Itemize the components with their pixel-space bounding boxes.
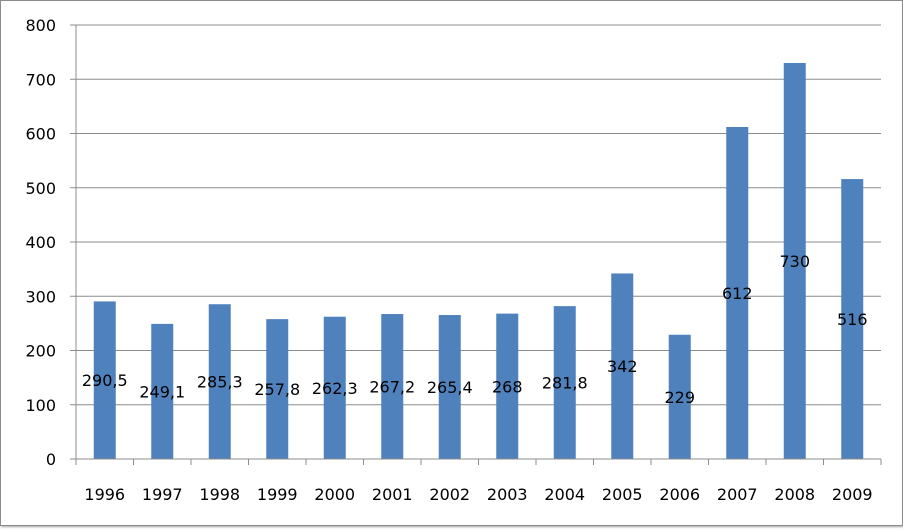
bar[interactable]	[266, 319, 289, 459]
bar[interactable]	[611, 273, 634, 459]
x-tick-label: 2008	[774, 485, 815, 504]
bar[interactable]	[668, 334, 691, 459]
bar[interactable]	[841, 179, 864, 459]
data-label: 249,1	[139, 382, 185, 401]
x-tick-label: 2004	[544, 485, 585, 504]
y-tick-label: 200	[25, 342, 56, 361]
bar[interactable]	[783, 62, 806, 459]
data-label: 285,3	[197, 373, 243, 392]
y-tick-label: 300	[25, 287, 56, 306]
data-label: 229	[664, 388, 695, 407]
bar[interactable]	[151, 323, 174, 459]
y-tick-label: 700	[25, 70, 56, 89]
y-tick-label: 800	[25, 16, 56, 35]
data-label: 281,8	[542, 374, 588, 393]
x-tick-label: 2001	[372, 485, 413, 504]
x-tick-label: 1997	[142, 485, 183, 504]
bar[interactable]	[323, 316, 346, 459]
x-tick-label: 2000	[314, 485, 355, 504]
y-tick-label: 600	[25, 125, 56, 144]
data-label: 257,8	[254, 380, 300, 399]
x-tick-label: 2002	[429, 485, 470, 504]
y-tick-label: 0	[46, 450, 56, 469]
bar[interactable]	[381, 314, 404, 459]
data-label: 265,4	[427, 378, 473, 397]
bar[interactable]	[208, 304, 231, 459]
bar[interactable]	[438, 315, 461, 459]
data-label: 730	[779, 252, 810, 271]
bar[interactable]	[496, 313, 519, 459]
y-tick-label: 500	[25, 179, 56, 198]
data-label: 290,5	[82, 371, 128, 390]
x-tick-label: 1998	[199, 485, 240, 504]
x-tick-label: 1996	[84, 485, 125, 504]
x-tick-label: 2007	[717, 485, 758, 504]
x-tick-label: 1999	[257, 485, 298, 504]
data-label: 516	[837, 310, 868, 329]
x-tick-label: 2006	[659, 485, 700, 504]
bar[interactable]	[553, 306, 576, 459]
data-label: 262,3	[312, 379, 358, 398]
bar[interactable]	[726, 126, 749, 460]
x-tick-label: 2005	[602, 485, 643, 504]
y-tick-label: 100	[25, 396, 56, 415]
x-tick-label: 2003	[487, 485, 528, 504]
x-tick-label: 2009	[832, 485, 873, 504]
data-label: 268	[492, 377, 523, 396]
bar[interactable]	[93, 301, 116, 459]
y-tick-label: 400	[25, 233, 56, 252]
data-label: 612	[722, 284, 753, 303]
data-label: 342	[607, 357, 638, 376]
data-label: 267,2	[369, 378, 415, 397]
